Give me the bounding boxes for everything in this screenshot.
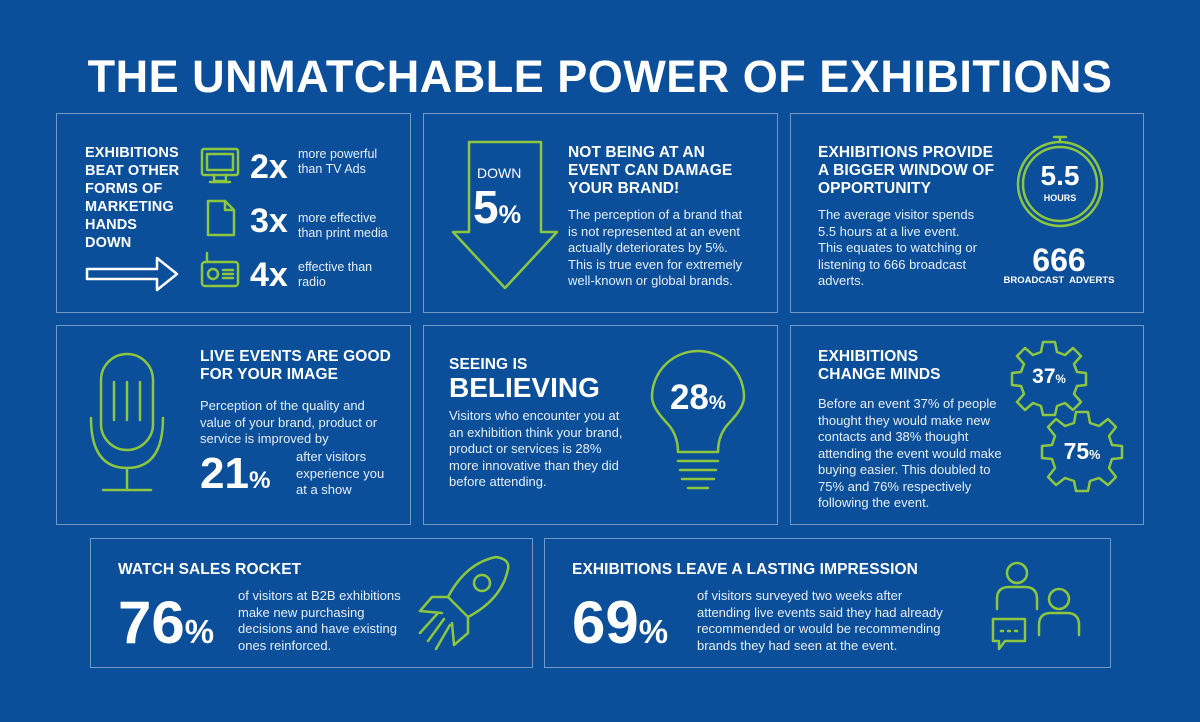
page-title: THE UNMATCHABLE POWER OF EXHIBITIONS bbox=[87, 51, 1113, 102]
panel-heading: EXHIBITIONS LEAVE A LASTING IMPRESSION bbox=[572, 561, 918, 578]
hours-label: HOURS bbox=[1043, 193, 1077, 203]
panel-good-image: LIVE EVENTS ARE GOOD FOR YOUR IMAGE Perce… bbox=[56, 325, 411, 525]
panel-seeing-believing: SEEING IS BELIEVING Visitors who encount… bbox=[423, 325, 778, 525]
stat-desc: effective than radio bbox=[298, 260, 373, 289]
people-talking-icon bbox=[991, 561, 1081, 651]
gear-icon bbox=[1010, 340, 1088, 417]
stopwatch-icon bbox=[1016, 135, 1104, 228]
panel-heading: WATCH SALES ROCKET bbox=[118, 561, 302, 578]
heading-small: SEEING IS bbox=[449, 356, 528, 373]
stat-desc: more effective than print media bbox=[298, 211, 388, 240]
arrow-down-icon bbox=[451, 140, 559, 290]
radio-icon bbox=[200, 251, 240, 288]
tv-icon bbox=[200, 147, 240, 184]
lightbulb-icon bbox=[650, 349, 746, 490]
stat-multiplier: 4x bbox=[250, 256, 288, 294]
stat-desc: more powerful than TV Ads bbox=[298, 147, 378, 176]
panel-body: of visitors at B2B exhibitions make new p… bbox=[238, 588, 401, 653]
document-icon bbox=[206, 199, 236, 237]
down-label: DOWN bbox=[477, 165, 522, 181]
panel-heading: EXHIBITIONS CHANGE MINDS bbox=[818, 348, 941, 383]
stat-value: 21% bbox=[200, 449, 271, 498]
adverts-label: BROADCAST ADVERTS bbox=[1003, 275, 1115, 286]
microphone-icon bbox=[89, 352, 165, 492]
panel-beat-other-forms: EXHIBITIONS BEAT OTHER FORMS OF MARKETING HA… bbox=[56, 113, 411, 313]
gear-stat: 37% bbox=[1032, 365, 1066, 388]
panel-body: The perception of a brand that is not rep… bbox=[568, 207, 743, 288]
stat-value: 76% bbox=[118, 589, 215, 656]
heading-big: BELIEVING bbox=[449, 372, 600, 403]
stat-value: 28% bbox=[669, 378, 727, 417]
panel-lasting-impression: EXHIBITIONS LEAVE A LASTING IMPRESSION 6… bbox=[544, 538, 1111, 668]
panel-heading: NOT BEING AT AN EVENT CAN DAMAGE YOUR BRAN… bbox=[568, 144, 733, 197]
adverts-value: 666 bbox=[1032, 242, 1086, 278]
panel-damage-brand: DOWN 5% NOT BEING AT AN EVENT CAN DAMAGE Y… bbox=[423, 113, 778, 313]
panel-change-minds: EXHIBITIONS CHANGE MINDS Before an event … bbox=[790, 325, 1144, 525]
panel-heading: EXHIBITIONS BEAT OTHER FORMS OF MARKETING HA… bbox=[85, 145, 180, 251]
stat-multiplier: 3x bbox=[250, 202, 288, 240]
panel-heading: EXHIBITIONS PROVIDE A BIGGER WINDOW OF OPP… bbox=[818, 144, 995, 197]
gear-icon bbox=[1040, 410, 1124, 493]
panel-window-opportunity: EXHIBITIONS PROVIDE A BIGGER WINDOW OF OPP… bbox=[790, 113, 1144, 313]
panel-body: Visitors who encounter you at an exhibiti… bbox=[449, 408, 623, 489]
stat-value: 69% bbox=[572, 589, 669, 656]
panel-body: Perception of the quality and value of yo… bbox=[200, 398, 378, 446]
hours-value: 5.5 bbox=[1040, 160, 1080, 191]
panel-sales-rocket: WATCH SALES ROCKET 76% of visitors at B2… bbox=[90, 538, 533, 668]
panel-body: of visitors surveyed two weeks after atte… bbox=[697, 588, 943, 653]
arrow-right-icon bbox=[85, 256, 179, 292]
stat-multiplier: 2x bbox=[250, 148, 288, 186]
rocket-icon bbox=[418, 555, 510, 651]
gear-stat: 75% bbox=[1063, 438, 1101, 464]
panel-heading: LIVE EVENTS ARE GOOD FOR YOUR IMAGE bbox=[200, 348, 391, 383]
stat-desc: after visitors experience you at a show bbox=[296, 449, 385, 497]
panel-body: The average visitor spends 5.5 hours at a… bbox=[818, 207, 977, 288]
down-stat: 5% bbox=[473, 181, 522, 233]
panel-body: Before an event 37% of people thought the… bbox=[818, 396, 1002, 510]
